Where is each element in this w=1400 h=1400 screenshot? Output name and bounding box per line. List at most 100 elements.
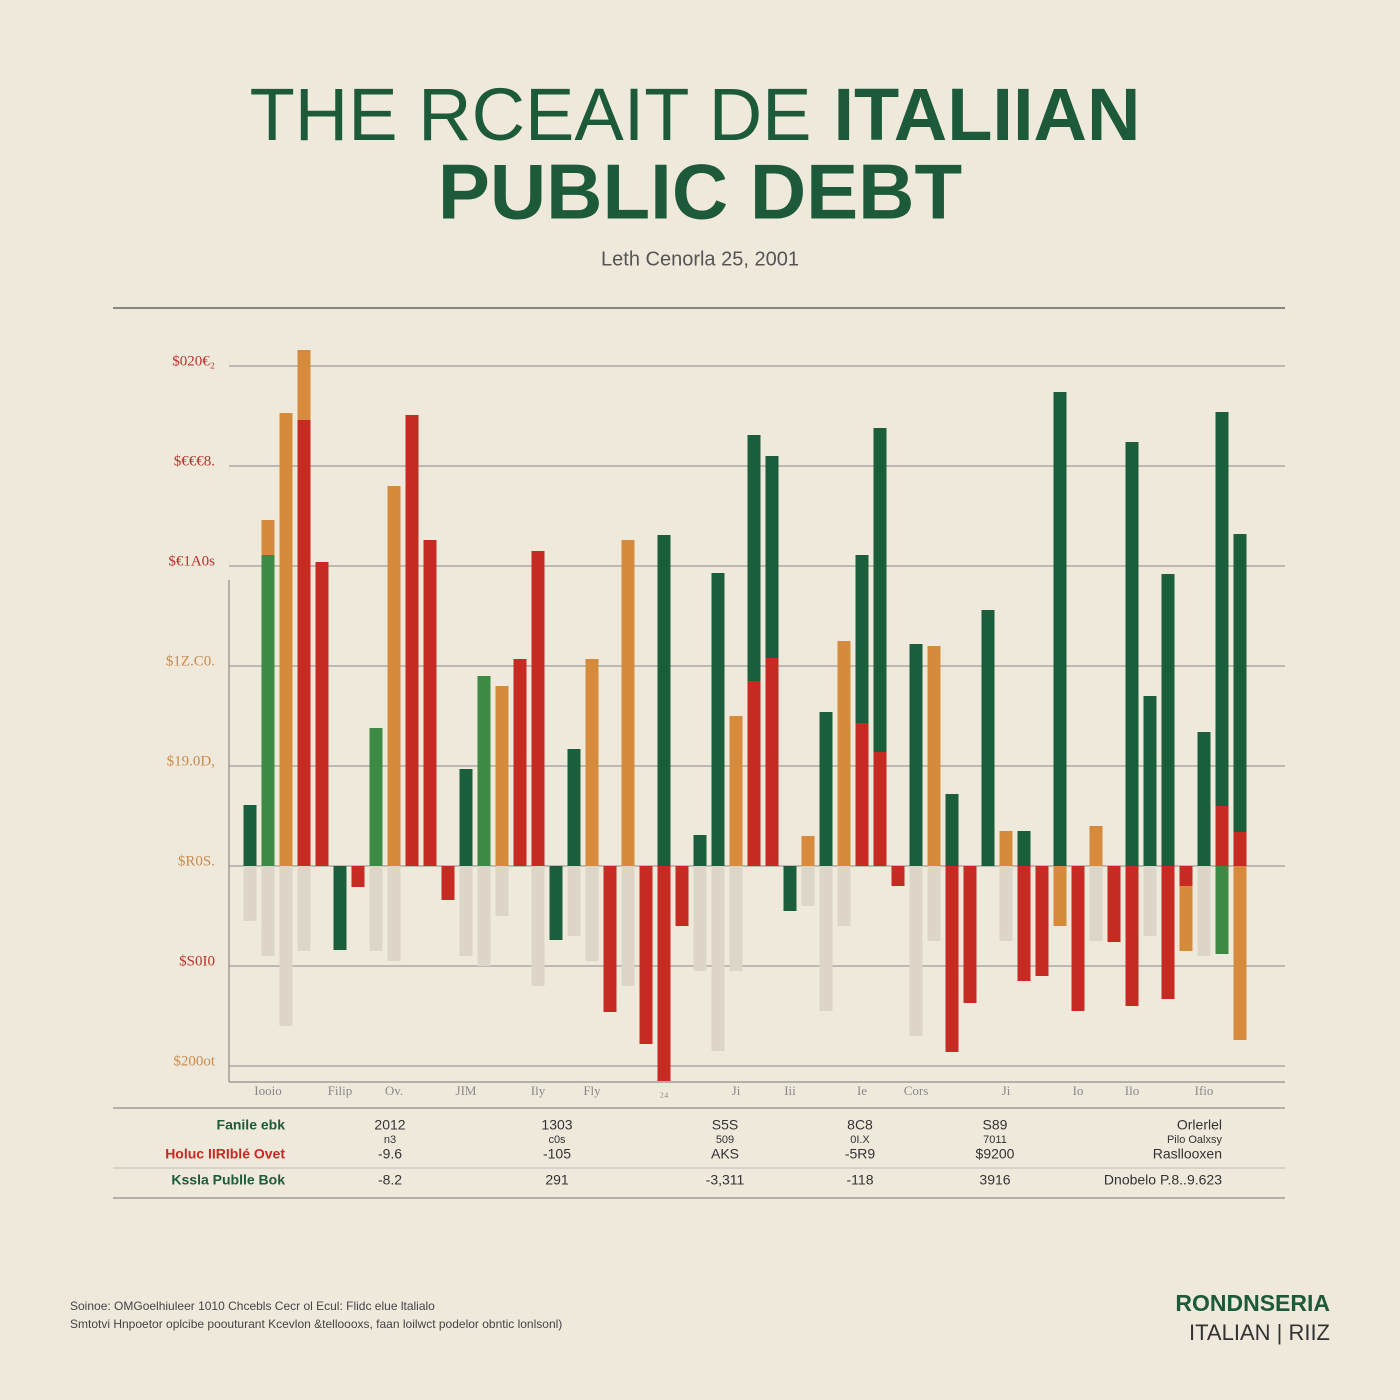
bar [675, 866, 689, 926]
y-tick-label: $1Z.C0. [166, 653, 215, 669]
table-cell: -5R9 [845, 1146, 876, 1162]
bar [333, 866, 347, 950]
table-cell: Dnobelo P.8..9.623 [1104, 1172, 1222, 1188]
bar [909, 866, 923, 1036]
table-cell: S89 [983, 1117, 1008, 1133]
table-cell: 291 [545, 1172, 569, 1188]
bar [1161, 574, 1175, 866]
bar [1215, 412, 1229, 866]
bar [837, 866, 851, 926]
bar [513, 659, 527, 866]
bar [1125, 866, 1139, 1006]
bar [729, 716, 743, 866]
table-cell: -3,311 [706, 1172, 745, 1188]
bar [495, 686, 509, 866]
bar [927, 866, 941, 941]
bar [369, 866, 383, 951]
bar [945, 866, 959, 1052]
bar [477, 866, 491, 966]
bar [1143, 696, 1157, 866]
table-cell: 2012 [374, 1117, 405, 1133]
table-cell: Rasllooxen [1153, 1146, 1222, 1162]
bar [1107, 866, 1121, 942]
bar [945, 794, 959, 866]
bar [873, 752, 887, 866]
bar [549, 866, 563, 940]
bar [459, 866, 473, 956]
y-tick-label: $R0S. [178, 853, 215, 869]
bar [801, 866, 815, 906]
bar [405, 415, 419, 866]
bar [1053, 866, 1067, 926]
brand: RONDNSERIA [1175, 1290, 1330, 1316]
y-tick-label: $S0I0 [179, 953, 215, 969]
x-tick-label: Ji [1002, 1083, 1011, 1098]
bar [261, 866, 275, 956]
bar [297, 866, 311, 951]
x-tick-label: Io [1073, 1083, 1084, 1098]
y-tick-label: $020€₂ [172, 353, 215, 369]
bar [351, 866, 365, 887]
bar [693, 866, 707, 971]
bar [981, 610, 995, 866]
bar [1089, 826, 1103, 866]
x-tick-label: Ji [732, 1083, 741, 1098]
bar [297, 420, 311, 866]
bar [1161, 866, 1175, 999]
x-tick-label: ₂₄ [659, 1083, 669, 1098]
table-cell: S5S [712, 1117, 738, 1133]
bar [585, 866, 599, 961]
title-line2: PUBLIC DEBT [438, 148, 962, 236]
source: Soinoe: OMGoelhiuleer 1010 Chcebls Cecr … [70, 1299, 435, 1313]
bar [261, 555, 275, 866]
plot: $020€₂ $€€€8. $€1A0s $1Z.C0. $19.0D, $R0S. $S0… [165, 350, 1285, 1188]
bar [1197, 732, 1211, 866]
bar [711, 866, 725, 1051]
bar [1017, 831, 1031, 866]
bar [693, 835, 707, 866]
bar [621, 540, 635, 866]
bar [315, 562, 329, 866]
x-tick-label: Ov. [385, 1083, 403, 1098]
x-tick-label: Iii [784, 1083, 796, 1098]
bar [1215, 806, 1229, 866]
bar [657, 535, 671, 866]
bar [1233, 832, 1247, 866]
bar [567, 749, 581, 866]
bar [567, 866, 581, 936]
bar [441, 866, 455, 900]
bar [927, 646, 941, 866]
table-cell: -9.6 [378, 1146, 402, 1162]
table-cell: Pilo Oalxsy [1167, 1134, 1223, 1146]
bar [801, 836, 815, 866]
bar [1215, 866, 1229, 954]
table-cell: 7011 [983, 1134, 1007, 1146]
bar [495, 866, 509, 916]
row-label: Holuc IIRIblé Ovet [165, 1146, 285, 1162]
title: THE RCEAIT DE ITALIIAN [250, 73, 1141, 156]
table-cell: $9200 [976, 1146, 1015, 1162]
x-tick-label: Fly [583, 1083, 601, 1098]
table-cell: 0I.X [850, 1134, 870, 1146]
x-tick-label: Iooio [254, 1083, 281, 1098]
bar [1179, 866, 1193, 951]
note: Smtotvi Hnpoetor oplcibe poouturant Kcev… [70, 1317, 562, 1331]
bar [999, 831, 1013, 866]
y-tick-label: $€€€8. [174, 453, 215, 469]
subtitle: Leth Cenorla 25, 2001 [601, 248, 799, 270]
table-cell: -8.2 [378, 1172, 402, 1188]
x-tick-label: Ilo [1125, 1083, 1139, 1098]
table-cell: 8C8 [847, 1117, 873, 1133]
bar [1053, 392, 1067, 866]
x-tick-label: Ifio [1195, 1083, 1214, 1098]
brand-sub: ITALIAN | RIIZ [1189, 1320, 1330, 1345]
bar [243, 805, 257, 866]
bar [585, 659, 599, 866]
bar [279, 866, 293, 1026]
title-light: THE RCEAIT DE [250, 73, 812, 156]
x-tick-label: Cors [904, 1083, 929, 1098]
table-cell: Orlerlel [1177, 1117, 1222, 1133]
bar [783, 866, 797, 911]
bar [1035, 866, 1049, 976]
bar [1179, 866, 1193, 886]
